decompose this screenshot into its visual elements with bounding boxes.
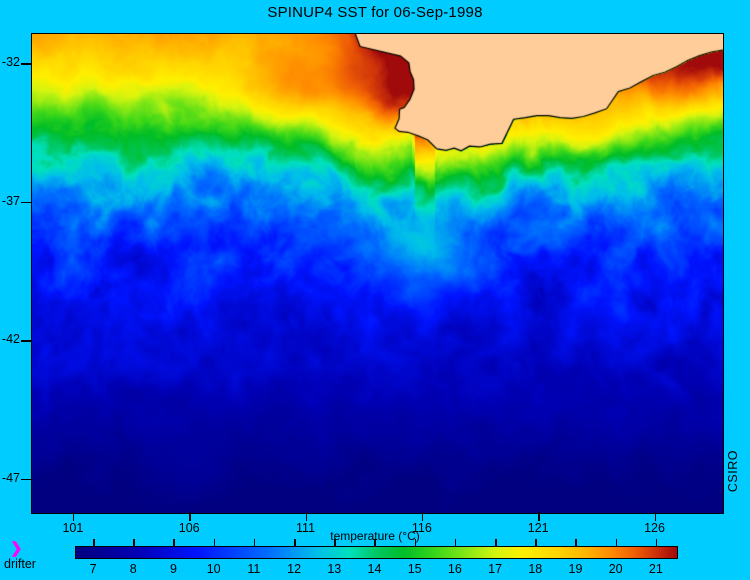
longitude-tick-label: 101 <box>62 521 84 535</box>
longitude-tick <box>421 512 424 521</box>
drifter-arrow-icon: ❯ <box>10 540 23 557</box>
colorbar-gradient <box>76 547 677 558</box>
colorbar-tick <box>334 539 336 546</box>
latitude-tick-label: -32 <box>1 55 20 70</box>
colorbar-tick <box>655 539 658 546</box>
colorbar-tick <box>93 539 95 546</box>
colorbar-tick-label: 8 <box>129 562 137 576</box>
longitude-tick-label: 126 <box>644 521 665 535</box>
colorbar-tick-label: 9 <box>170 562 177 576</box>
latitude-tick-label: -42 <box>1 332 20 347</box>
colorbar-tick <box>454 539 457 546</box>
map-plot-area[interactable] <box>31 33 724 514</box>
colorbar-tick-label: 18 <box>528 562 543 576</box>
latitude-tick-label: -47 <box>1 470 20 485</box>
longitude-tick-label: 111 <box>296 521 316 535</box>
attribution-label: CSIRO <box>726 450 740 493</box>
longitude-tick <box>189 512 191 521</box>
latitude-tick <box>21 478 32 481</box>
longitude-tick <box>72 512 75 521</box>
colorbar-tick <box>575 539 577 546</box>
colorbar-tick <box>294 539 296 546</box>
longitude-tick-label: 116 <box>411 521 432 535</box>
colorbar[interactable] <box>75 546 678 559</box>
colorbar-tick-label: 16 <box>447 562 462 576</box>
latitude-tick <box>21 63 32 65</box>
colorbar-tick <box>173 539 175 546</box>
longitude-tick-label: 106 <box>178 521 200 535</box>
longitude-tick <box>654 512 657 521</box>
colorbar-tick-label: 15 <box>407 562 422 576</box>
colorbar-tick <box>414 539 417 546</box>
colorbar-tick-label: 20 <box>608 562 623 576</box>
colorbar-tick-label: 21 <box>648 562 663 576</box>
colorbar-tick <box>253 539 256 546</box>
longitude-tick-label: 121 <box>527 521 549 535</box>
colorbar-title: temperature (°C) <box>330 529 420 543</box>
colorbar-tick-label: 12 <box>287 562 302 576</box>
colorbar-tick-label: 13 <box>327 562 342 576</box>
figure-title: SPINUP4 SST for 06-Sep-1998 <box>267 4 483 21</box>
drifter-legend-label: drifter <box>4 557 36 571</box>
colorbar-tick <box>213 539 216 546</box>
colorbar-tick-label: 17 <box>488 562 503 576</box>
colorbar-tick-label: 11 <box>247 562 261 576</box>
latitude-tick-label: -37 <box>1 193 20 208</box>
colorbar-tick <box>615 539 618 546</box>
longitude-tick <box>538 512 540 521</box>
colorbar-tick <box>133 539 135 546</box>
colorbar-tick-label: 10 <box>206 562 221 576</box>
colorbar-tick <box>535 539 537 546</box>
latitude-tick <box>21 340 32 342</box>
colorbar-tick-label: 19 <box>568 562 583 576</box>
longitude-tick <box>305 512 308 521</box>
colorbar-tick <box>374 539 376 546</box>
coastline-and-land-overlay <box>32 34 723 513</box>
colorbar-tick-label: 14 <box>367 562 382 576</box>
latitude-tick <box>21 201 32 204</box>
colorbar-tick-label: 7 <box>89 562 97 576</box>
colorbar-tick <box>495 539 497 546</box>
